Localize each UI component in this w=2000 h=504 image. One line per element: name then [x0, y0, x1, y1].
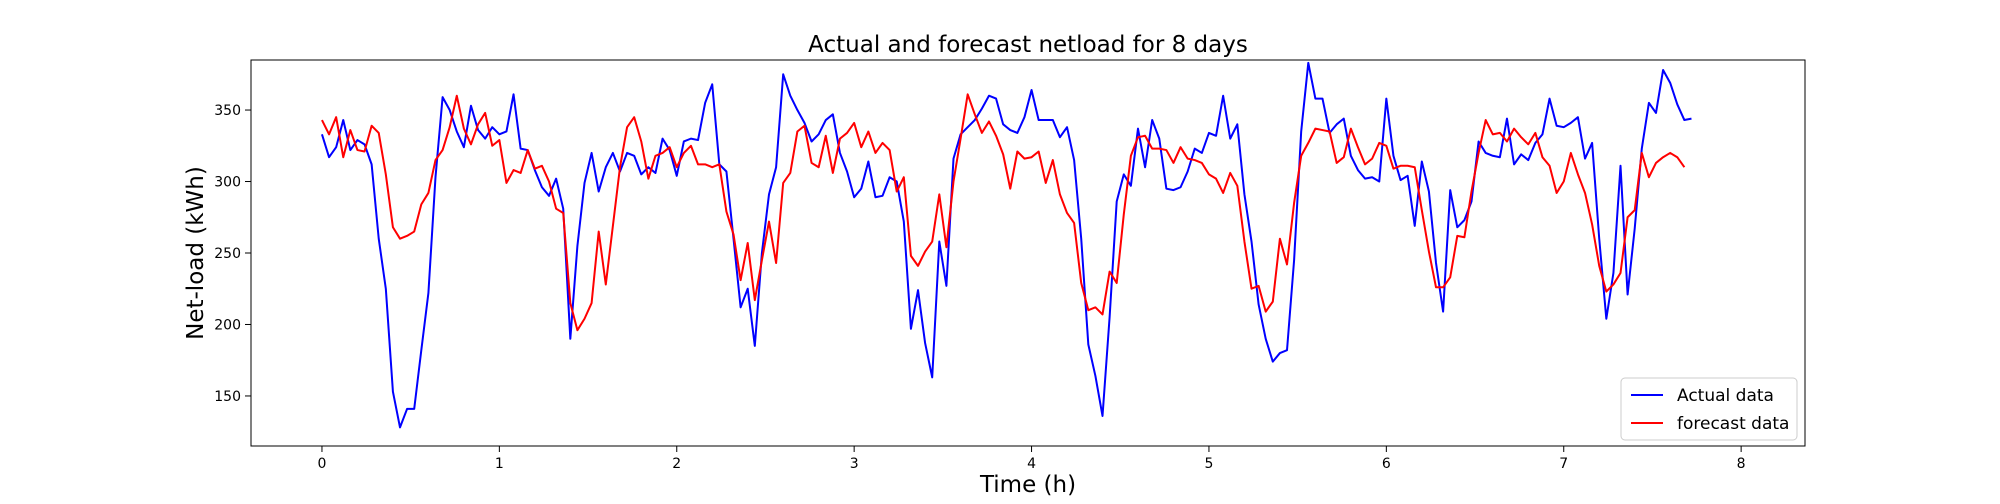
x-tick-label: 5 [1204, 456, 1213, 472]
y-tick-label: 150 [214, 389, 241, 405]
legend-label: forecast data [1677, 414, 1789, 434]
y-tick-label: 350 [214, 103, 241, 119]
legend-label: Actual data [1677, 386, 1774, 406]
legend-box [1620, 377, 1798, 441]
x-tick-label: 4 [1027, 456, 1036, 472]
x-tick-label: 7 [1559, 456, 1568, 472]
plot-frame [250, 59, 1806, 447]
y-axis-label: Net-load (kWh) [183, 166, 209, 340]
x-axis-label: Time (h) [979, 472, 1076, 498]
y-axis-ticks: 150 200 250 300 350 [214, 103, 251, 405]
x-tick-label: 8 [1737, 456, 1746, 472]
y-tick-label: 250 [214, 246, 241, 262]
x-tick-label: 1 [495, 456, 504, 472]
x-tick-label: 6 [1382, 456, 1391, 472]
series-line-forecast [321, 93, 1686, 332]
legend: Actual data forecast data [1620, 377, 1798, 441]
series-line-actual [321, 61, 1692, 429]
y-tick-label: 300 [214, 175, 241, 191]
x-tick-label: 2 [672, 456, 681, 472]
x-tick-label: 0 [317, 456, 326, 472]
x-axis-ticks: 0 1 2 3 4 5 6 7 8 [317, 446, 1746, 472]
x-tick-label: 3 [850, 456, 859, 472]
y-tick-label: 200 [214, 317, 241, 333]
plot-area [250, 59, 1806, 447]
chart-title: Actual and forecast netload for 8 days [808, 32, 1248, 58]
